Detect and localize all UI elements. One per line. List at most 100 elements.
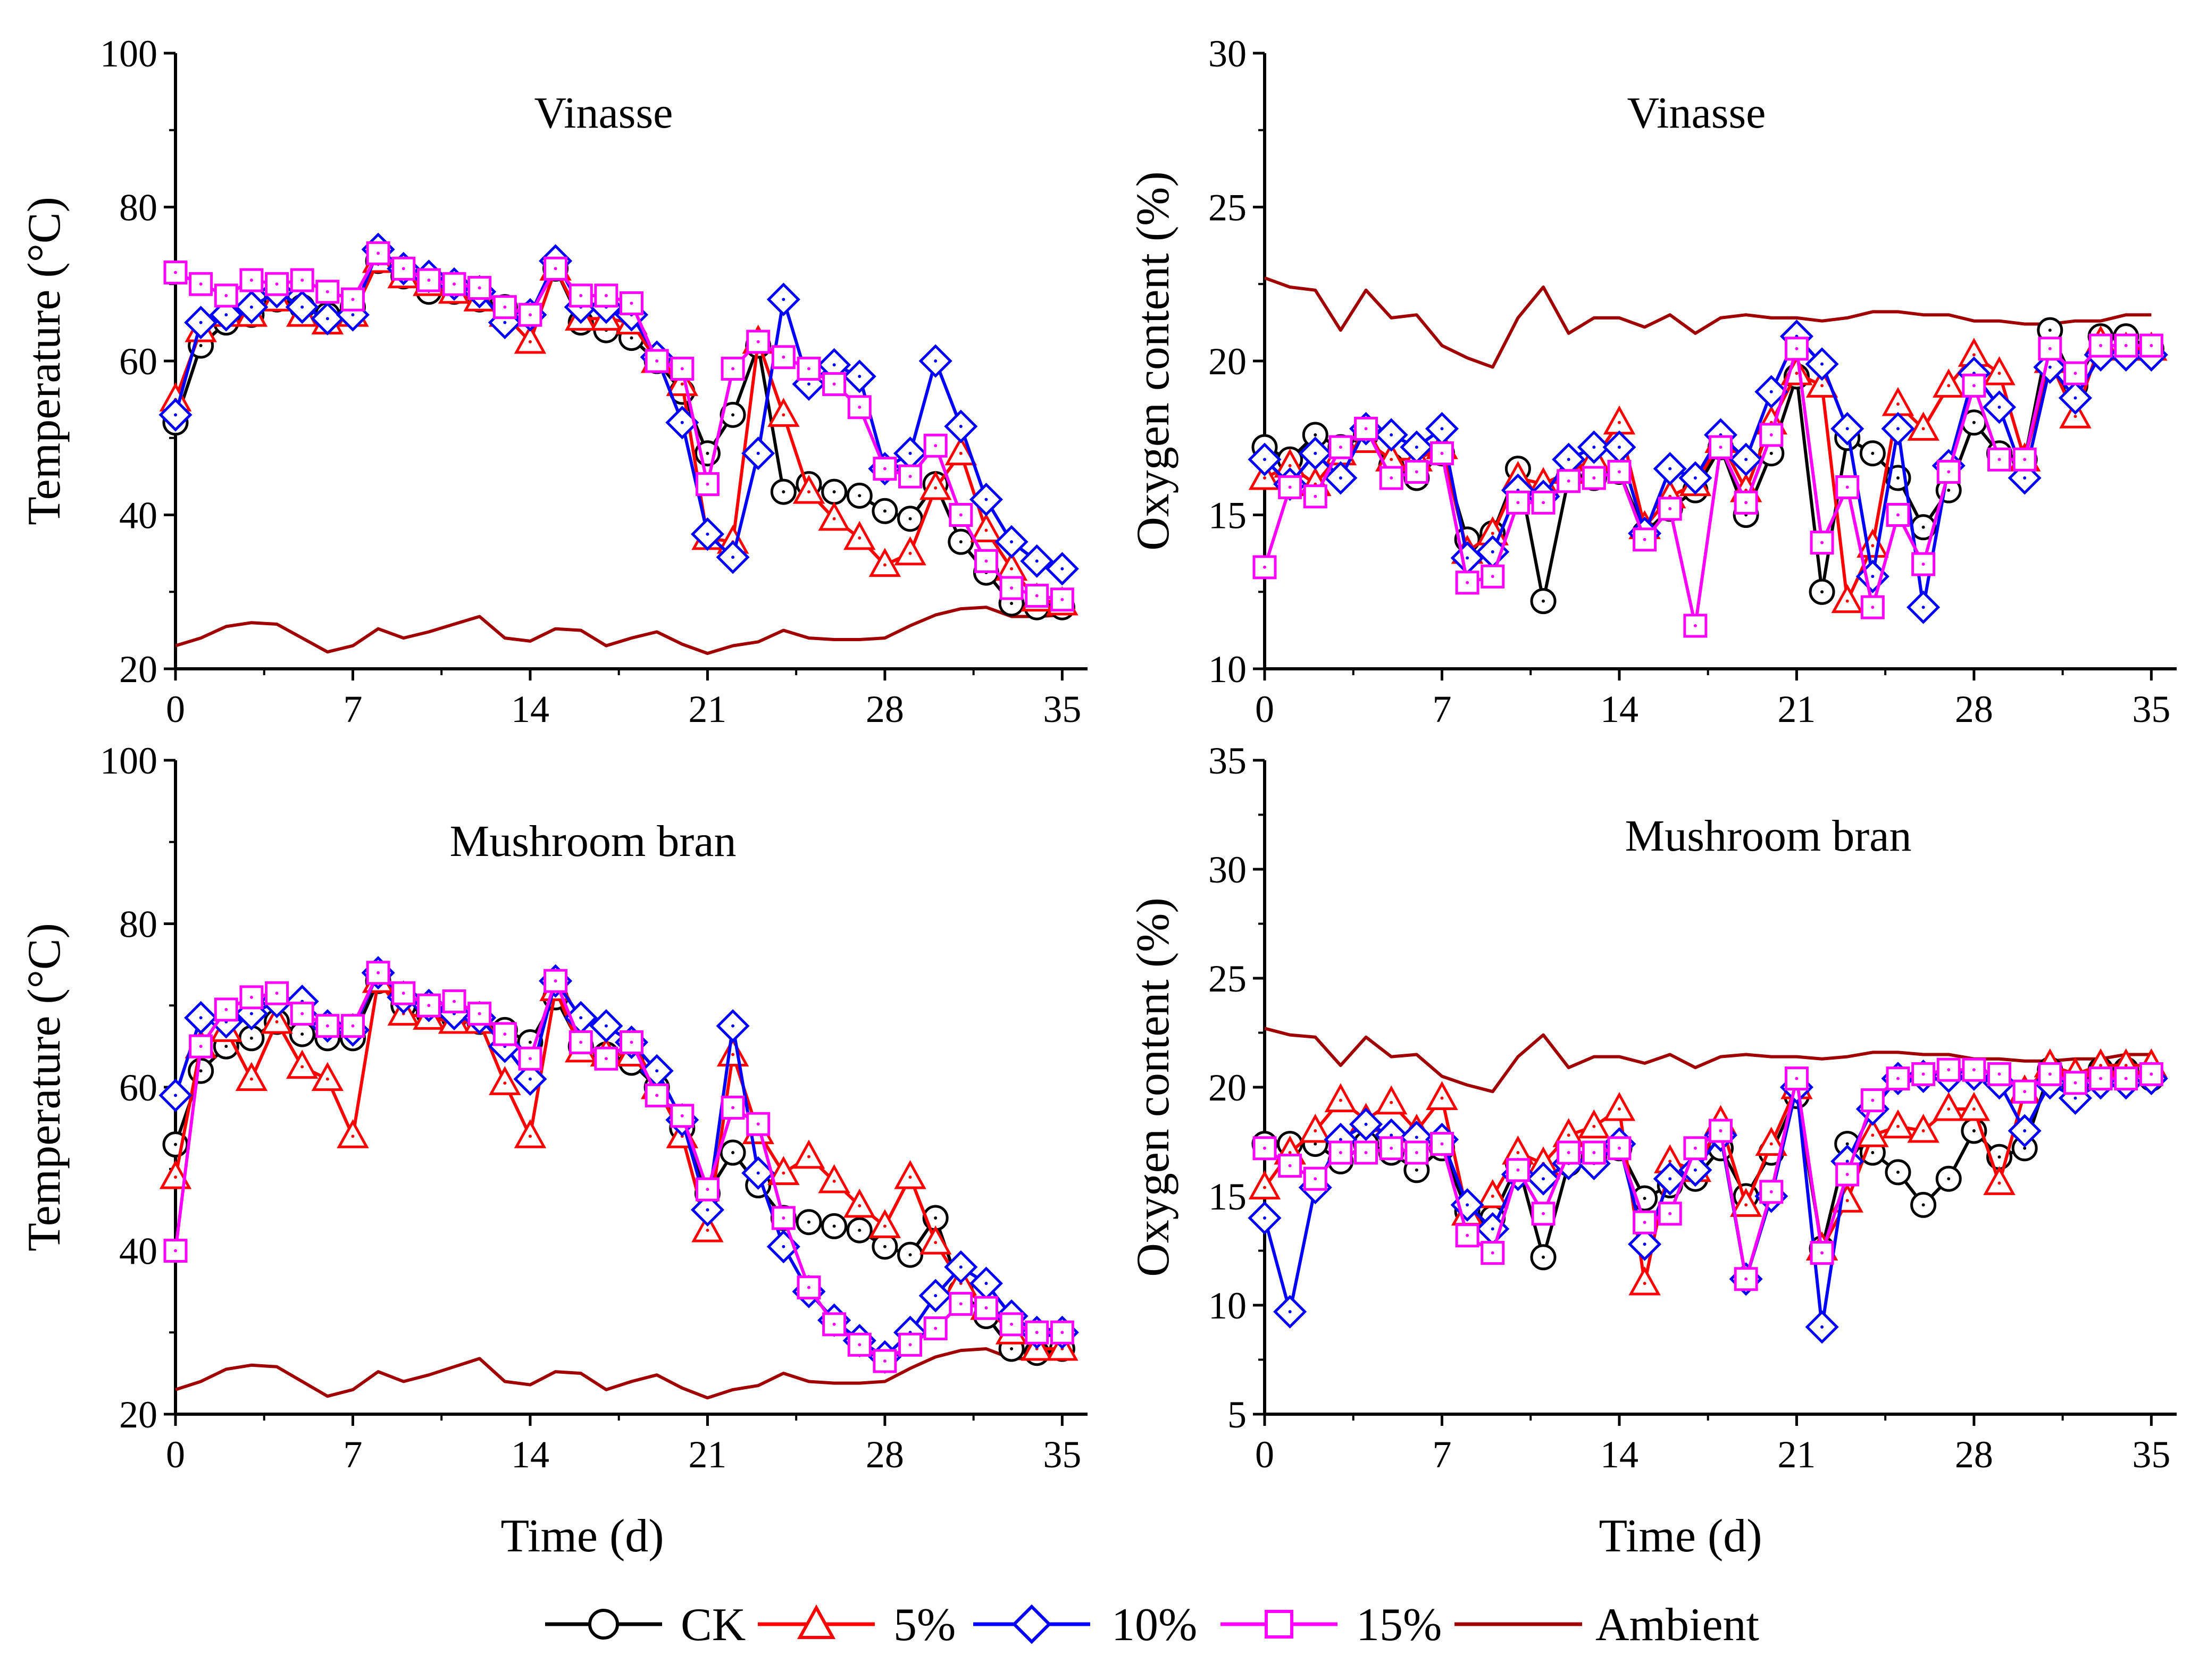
y-tick-label: 10 — [1208, 648, 1247, 691]
data-point-p15 — [594, 283, 618, 308]
data-point-p15 — [1531, 490, 1556, 515]
data-point-dot-p15 — [1921, 562, 1925, 566]
data-point-dot-p5 — [883, 563, 887, 567]
data-point-dot-p15 — [579, 1040, 583, 1044]
data-point-dot-p10 — [2073, 396, 2077, 400]
data-point-p15 — [797, 1275, 821, 1300]
data-point-dot-p10 — [1592, 446, 1596, 449]
data-point-dot-p15 — [655, 1094, 659, 1097]
data-point-dot-ck — [199, 1069, 203, 1073]
data-point-dot-ck — [1820, 590, 1824, 594]
data-point-dot-ck — [1010, 601, 1014, 605]
data-point-dot-p15 — [2124, 344, 2128, 348]
data-point-dot-p5 — [1668, 1160, 1672, 1163]
data-point-p15 — [239, 985, 264, 1010]
y-tick-label: 25 — [1208, 957, 1247, 1000]
data-point-dot-p10 — [351, 313, 355, 317]
data-point-dot-ck — [224, 1045, 228, 1048]
data-point-p5 — [1628, 1266, 1661, 1296]
y-tick-label: 5 — [1227, 1393, 1247, 1436]
data-point-dot-p10 — [249, 305, 253, 309]
data-point-dot-p10 — [1390, 433, 1393, 436]
data-point-dot-p15 — [1769, 433, 1773, 436]
data-point-dot-p5 — [1390, 1101, 1393, 1104]
data-point-dot-p10 — [503, 321, 507, 324]
y-tick-label: 30 — [1208, 849, 1247, 891]
data-point-dot-p15 — [1972, 1068, 1976, 1072]
data-point-dot-p5 — [731, 1053, 735, 1056]
data-point-dot-p15 — [1896, 1077, 1900, 1080]
data-point-dot-p10 — [528, 1077, 532, 1081]
data-point-dot-p15 — [1744, 1277, 1748, 1281]
series-line-ambient — [1264, 276, 2152, 369]
data-point-dot-p10 — [1314, 451, 1317, 455]
data-point-dot-p15 — [858, 1343, 862, 1347]
data-point-dot-p5 — [1010, 567, 1014, 570]
data-point-dot-p15 — [224, 1007, 228, 1011]
data-point-p5 — [944, 436, 977, 466]
data-point-dot-p15 — [1339, 1151, 1342, 1154]
data-point-dot-p5 — [1997, 372, 2001, 375]
data-point-dot-p5 — [1390, 458, 1393, 461]
data-point-p5 — [843, 1188, 876, 1218]
data-point-dot-p5 — [883, 1224, 887, 1228]
data-point-dot-p10 — [1440, 427, 1444, 431]
data-point-dot-p15 — [1035, 1331, 1039, 1334]
data-point-p15 — [416, 993, 441, 1018]
data-point-dot-p15 — [908, 1343, 912, 1347]
data-point-dot-p15 — [427, 1004, 431, 1007]
data-point-p15 — [492, 295, 517, 320]
data-point-dot-p15 — [1542, 501, 1545, 505]
data-point-dot-p10 — [224, 313, 228, 317]
data-point-p15 — [391, 981, 416, 1005]
legend-item-ck: CK — [545, 1599, 746, 1651]
data-point-dot-p10 — [1921, 606, 1925, 609]
data-point-dot-p15 — [1871, 606, 1875, 609]
data-point-dot-p10 — [604, 1024, 608, 1028]
data-point-p5 — [159, 1160, 192, 1189]
data-point-p15 — [1025, 1320, 1049, 1345]
data-point-dot-p5 — [174, 1175, 177, 1179]
data-point-dot-p5 — [1896, 1124, 1900, 1128]
data-point-p5 — [1933, 368, 1965, 398]
data-point-dot-p5 — [1845, 599, 1849, 603]
data-point-dot-p15 — [1466, 1233, 1469, 1237]
data-point-dot-p10 — [2073, 1096, 2077, 1100]
data-point-p15 — [1354, 416, 1378, 441]
data-point-p5 — [843, 520, 876, 550]
data-point-p5 — [1426, 1081, 1458, 1110]
data-point-p15 — [568, 283, 593, 308]
y-tick-label: 10 — [1208, 1284, 1247, 1327]
data-point-dot-p15 — [2073, 372, 2077, 375]
data-point-dot-p10 — [1896, 427, 1900, 431]
data-point-dot-ck — [731, 413, 735, 417]
data-point-dot-p10 — [731, 1024, 735, 1028]
data-point-dot-p5 — [1744, 1203, 1748, 1207]
data-point-dot-p15 — [1947, 470, 1951, 474]
data-point-dot-p5 — [275, 1020, 279, 1023]
data-point-dot-p10 — [1567, 458, 1570, 461]
data-point-dot-p15 — [1845, 485, 1849, 489]
data-point-dot-p15 — [832, 1322, 836, 1326]
data-point-dot-ck — [858, 1229, 862, 1232]
data-point-dot-p15 — [478, 286, 481, 290]
y-tick-label: 25 — [1208, 187, 1247, 229]
data-point-dot-ck — [1542, 1255, 1545, 1259]
data-point-dot-p10 — [199, 321, 203, 324]
data-point-dot-p15 — [199, 282, 203, 286]
data-point-dot-ck — [959, 540, 963, 544]
data-point-dot-p15 — [1592, 1151, 1596, 1154]
data-point-dot-p15 — [1820, 1251, 1824, 1255]
data-point-dot-p15 — [883, 1359, 887, 1363]
y-tick-label: 30 — [1208, 32, 1247, 75]
data-point-dot-p15 — [199, 1045, 203, 1048]
data-point-dot-p10 — [1617, 446, 1621, 449]
data-point-dot-p15 — [2099, 344, 2103, 348]
data-point-dot-p5 — [325, 1077, 329, 1081]
data-point-dot-p10 — [1668, 1177, 1672, 1181]
data-point-dot-p15 — [959, 513, 963, 517]
data-point-dot-ck — [1896, 1170, 1900, 1174]
data-point-p5 — [1983, 356, 2016, 385]
data-point-dot-p15 — [1516, 1168, 1520, 1172]
data-point-dot-p10 — [934, 1294, 938, 1298]
